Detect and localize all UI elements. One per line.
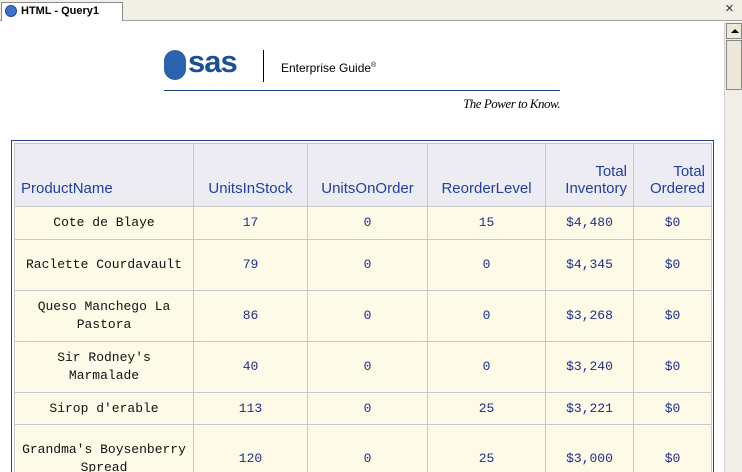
table-frame: ProductName UnitsInStock UnitsOnOrder Reord… bbox=[11, 140, 714, 472]
product-cell: Queso Manchego La Pastora bbox=[14, 290, 194, 342]
column-header: UnitsInStock bbox=[193, 143, 308, 207]
table-row: Queso Manchego La Pastora 86 0 0 $3,268 $0 bbox=[14, 290, 712, 342]
product-name: Enterprise Guide bbox=[281, 61, 372, 75]
column-header: ReorderLevel bbox=[427, 143, 546, 207]
value-cell: 0 bbox=[307, 424, 428, 472]
table-row: Sir Rodney's Marmalade 40 0 0 $3,240 $0 bbox=[14, 341, 712, 393]
logo-divider bbox=[263, 50, 264, 82]
product-cell: Cote de Blaye bbox=[14, 206, 194, 240]
table-row: Raclette Courdavault 79 0 0 $4,345 $0 bbox=[14, 239, 712, 291]
value-cell: 0 bbox=[307, 290, 428, 342]
product-cell: Sirop d'erable bbox=[14, 392, 194, 425]
logo-product: Enterprise Guide® bbox=[281, 61, 376, 75]
value-cell: 0 bbox=[427, 239, 546, 291]
value-cell: 0 bbox=[307, 341, 428, 393]
value-cell: $0 bbox=[633, 206, 712, 240]
value-cell: $4,480 bbox=[545, 206, 634, 240]
value-cell: $0 bbox=[633, 239, 712, 291]
product-cell: Sir Rodney's Marmalade bbox=[14, 341, 194, 393]
value-cell: 0 bbox=[427, 290, 546, 342]
value-cell: 0 bbox=[307, 206, 428, 240]
value-cell: $0 bbox=[633, 290, 712, 342]
registered-mark: ® bbox=[371, 62, 377, 69]
product-cell: Raclette Courdavault bbox=[14, 239, 194, 291]
logo-brand: sas bbox=[188, 44, 238, 79]
tab-title: HTML - Query1 bbox=[21, 5, 100, 17]
column-header: UnitsOnOrder bbox=[307, 143, 428, 207]
table-row: Sirop d'erable 113 0 25 $3,221 $0 bbox=[14, 392, 712, 425]
tab[interactable]: HTML - Query1 bbox=[1, 2, 123, 21]
tab-bar: HTML - Query1 × bbox=[0, 0, 742, 21]
logo-rule bbox=[164, 90, 560, 91]
value-cell: 15 bbox=[427, 206, 546, 240]
close-button[interactable]: × bbox=[725, 0, 734, 17]
value-cell: 0 bbox=[307, 392, 428, 425]
value-cell: $3,240 bbox=[545, 341, 634, 393]
value-cell: 17 bbox=[193, 206, 308, 240]
header-row: ProductName UnitsInStock UnitsOnOrder Reord… bbox=[14, 143, 712, 207]
table-row: Grandma's Boysenberry Spread 120 0 25 $3,000… bbox=[14, 424, 712, 472]
scroll-up[interactable] bbox=[726, 23, 742, 39]
report: sas Enterprise Guide® The Power to Know.… bbox=[0, 22, 724, 472]
column-header: Total Ordered bbox=[633, 143, 712, 207]
table-row: Cote de Blaye 17 0 15 $4,480 $0 bbox=[14, 206, 712, 240]
tagline: The Power to Know. bbox=[463, 96, 560, 111]
value-cell: $0 bbox=[633, 424, 712, 472]
value-cell: $0 bbox=[633, 341, 712, 393]
value-cell: 40 bbox=[193, 341, 308, 393]
value-cell: 86 bbox=[193, 290, 308, 342]
value-cell: $0 bbox=[633, 392, 712, 425]
scroll-thumb[interactable] bbox=[726, 40, 742, 90]
value-cell: $3,000 bbox=[545, 424, 634, 472]
value-cell: 0 bbox=[307, 239, 428, 291]
value-cell: $4,345 bbox=[545, 239, 634, 291]
value-cell: 0 bbox=[427, 341, 546, 393]
value-cell: 113 bbox=[193, 392, 308, 425]
value-cell: 25 bbox=[427, 424, 546, 472]
value-cell: 79 bbox=[193, 239, 308, 291]
logo-icon bbox=[164, 50, 186, 80]
data-table: ProductName UnitsInStock UnitsOnOrder Reord… bbox=[14, 143, 712, 472]
column-header: ProductName bbox=[14, 143, 194, 207]
column-header: Total Inventory bbox=[545, 143, 634, 207]
product-cell: Grandma's Boysenberry Spread bbox=[14, 424, 194, 472]
value-cell: 25 bbox=[427, 392, 546, 425]
value-cell: $3,221 bbox=[545, 392, 634, 425]
value-cell: $3,268 bbox=[545, 290, 634, 342]
scrollbar[interactable] bbox=[724, 22, 742, 472]
value-cell: 120 bbox=[193, 424, 308, 472]
tab-icon bbox=[5, 5, 17, 17]
